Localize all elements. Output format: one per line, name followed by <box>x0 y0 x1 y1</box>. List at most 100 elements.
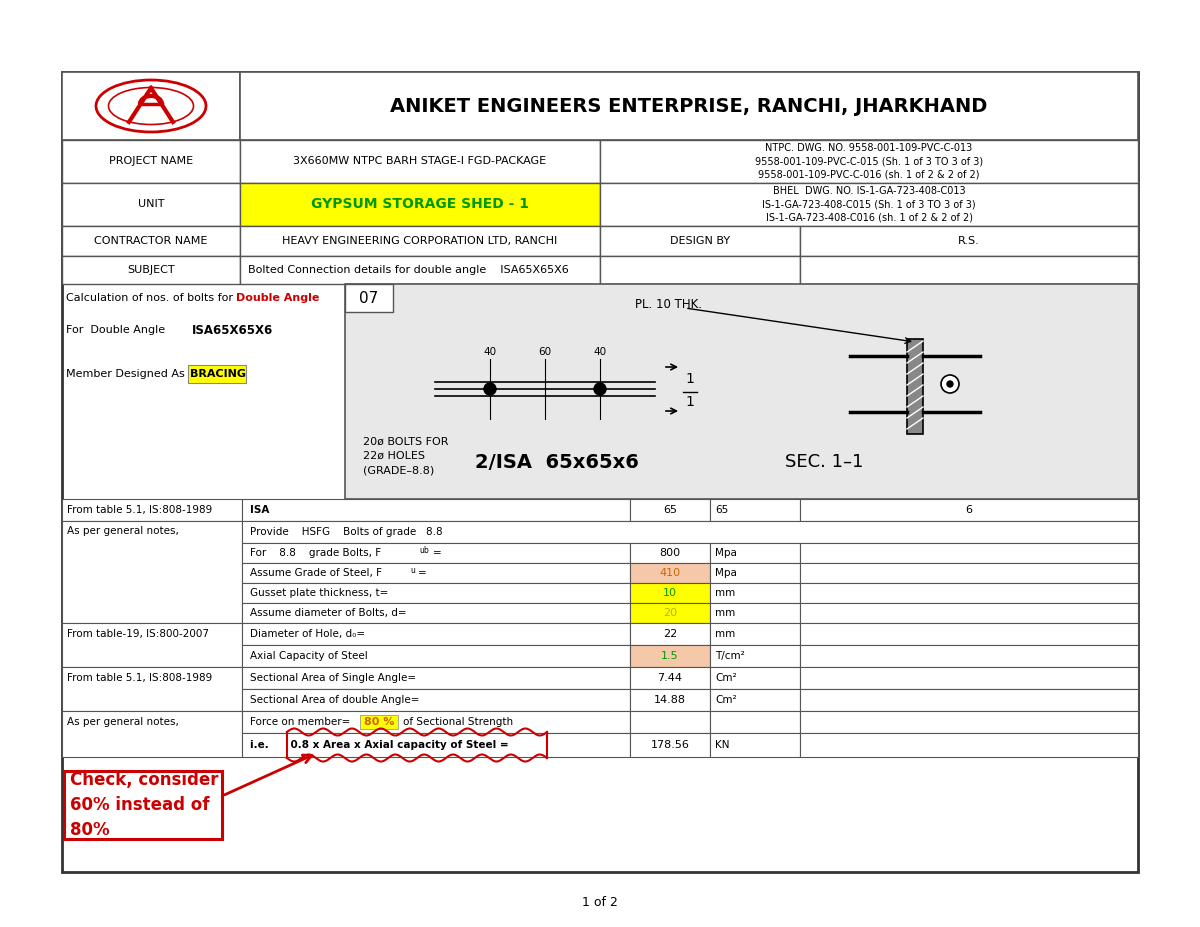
Text: As per general notes,: As per general notes, <box>67 526 179 536</box>
Bar <box>64 771 222 839</box>
Text: 9558-001-109-PVC-C-015 (Sh. 1 of 3 TO 3 of 3): 9558-001-109-PVC-C-015 (Sh. 1 of 3 TO 3 … <box>755 156 983 166</box>
Text: 20ø BOLTS FOR: 20ø BOLTS FOR <box>364 437 449 447</box>
Text: From table-19, IS:800-2007: From table-19, IS:800-2007 <box>67 629 209 639</box>
Text: 9558-001-109-PVC-C-016 (sh. 1 of 2 & 2 of 2): 9558-001-109-PVC-C-016 (sh. 1 of 2 & 2 o… <box>758 169 979 179</box>
Bar <box>62 226 240 256</box>
Bar <box>62 499 242 521</box>
Bar <box>800 645 1138 667</box>
Text: Assume diameter of Bolts, d=: Assume diameter of Bolts, d= <box>250 608 407 618</box>
Bar <box>62 183 240 226</box>
Bar <box>710 645 800 667</box>
Bar <box>62 711 242 757</box>
Text: Cm²: Cm² <box>715 695 737 705</box>
Bar <box>240 183 600 226</box>
Bar <box>240 140 600 183</box>
Text: For    8.8    grade Bolts, F: For 8.8 grade Bolts, F <box>250 548 382 558</box>
Text: u: u <box>410 566 415 575</box>
Text: 60: 60 <box>539 347 552 357</box>
Bar <box>242 499 630 521</box>
Bar <box>62 72 240 140</box>
Bar <box>242 689 630 711</box>
Text: 65: 65 <box>662 505 677 515</box>
Bar <box>710 583 800 603</box>
Text: Check, consider
60% instead of
80%: Check, consider 60% instead of 80% <box>70 771 218 839</box>
Bar <box>800 733 1138 757</box>
Bar <box>62 521 242 623</box>
Bar <box>800 583 1138 603</box>
Bar <box>62 140 240 183</box>
Text: KN: KN <box>715 740 730 750</box>
Text: 14.88: 14.88 <box>654 695 686 705</box>
Bar <box>600 140 1138 183</box>
Bar <box>710 623 800 645</box>
Bar <box>242 623 630 645</box>
Bar <box>800 499 1138 521</box>
Bar <box>630 603 710 623</box>
Bar <box>710 689 800 711</box>
Bar <box>630 623 710 645</box>
Text: Double Angle: Double Angle <box>236 293 319 303</box>
Text: ub: ub <box>419 546 428 555</box>
Bar <box>62 72 1138 872</box>
Text: From table 5.1, IS:808-1989: From table 5.1, IS:808-1989 <box>67 673 212 683</box>
Bar <box>600 183 1138 226</box>
Bar <box>242 711 630 733</box>
Text: 2/ISA  65x65x6: 2/ISA 65x65x6 <box>475 452 638 472</box>
Bar <box>800 563 1138 583</box>
Bar <box>242 583 630 603</box>
Text: Cm²: Cm² <box>715 673 737 683</box>
Bar <box>346 284 394 312</box>
Text: 7.44: 7.44 <box>658 673 683 683</box>
Bar <box>710 733 800 757</box>
Text: UNIT: UNIT <box>138 199 164 209</box>
Bar <box>242 543 630 563</box>
Bar <box>360 715 398 729</box>
Text: Sectional Area of Single Angle=: Sectional Area of Single Angle= <box>250 673 416 683</box>
Bar <box>346 284 1138 499</box>
Bar <box>800 623 1138 645</box>
Text: R.S.: R.S. <box>958 236 980 246</box>
Bar <box>630 583 710 603</box>
Bar <box>630 711 710 733</box>
Bar <box>800 689 1138 711</box>
Text: From table 5.1, IS:808-1989: From table 5.1, IS:808-1989 <box>67 505 212 515</box>
Text: 22: 22 <box>662 629 677 639</box>
Bar <box>800 603 1138 623</box>
Text: Sectional Area of double Angle=: Sectional Area of double Angle= <box>250 695 420 705</box>
Bar <box>710 711 800 733</box>
Bar <box>710 499 800 521</box>
Text: Provide    HSFG    Bolts of grade   8.8: Provide HSFG Bolts of grade 8.8 <box>250 527 443 537</box>
Text: 3X660MW NTPC BARH STAGE-I FGD-PACKAGE: 3X660MW NTPC BARH STAGE-I FGD-PACKAGE <box>294 156 546 166</box>
Bar <box>242 521 1138 543</box>
Text: IS-1-GA-723-408-C015 (Sh. 1 of 3 TO 3 of 3): IS-1-GA-723-408-C015 (Sh. 1 of 3 TO 3 of… <box>762 199 976 209</box>
Text: 178.56: 178.56 <box>650 740 690 750</box>
Text: 22ø HOLES: 22ø HOLES <box>364 451 425 461</box>
Text: HEAVY ENGINEERING CORPORATION LTD, RANCHI: HEAVY ENGINEERING CORPORATION LTD, RANCH… <box>282 236 558 246</box>
Bar <box>62 623 242 667</box>
Bar <box>242 603 630 623</box>
Text: Assume Grade of Steel, F: Assume Grade of Steel, F <box>250 568 382 578</box>
Bar <box>240 226 600 256</box>
Text: Diameter of Hole, d₀=: Diameter of Hole, d₀= <box>250 629 365 639</box>
Bar <box>630 499 710 521</box>
Bar <box>630 543 710 563</box>
Bar <box>800 226 1138 256</box>
Text: of Sectional Strength: of Sectional Strength <box>403 717 514 727</box>
Text: 20: 20 <box>662 608 677 618</box>
Bar <box>188 365 246 383</box>
Bar <box>242 563 630 583</box>
Text: GYPSUM STORAGE SHED - 1: GYPSUM STORAGE SHED - 1 <box>311 197 529 211</box>
Text: T/cm²: T/cm² <box>715 651 745 661</box>
Text: i.e.      0.8 x Area x Axial capacity of Steel =: i.e. 0.8 x Area x Axial capacity of Stee… <box>250 740 509 750</box>
Ellipse shape <box>96 80 206 132</box>
Bar <box>62 256 240 284</box>
Text: ISA: ISA <box>250 505 269 515</box>
Bar <box>242 667 630 689</box>
Text: 80 %: 80 % <box>364 717 394 727</box>
Text: (GRADE–8.8): (GRADE–8.8) <box>364 465 434 475</box>
Text: 65: 65 <box>715 505 728 515</box>
Text: 07: 07 <box>359 290 379 306</box>
Bar <box>240 256 600 284</box>
Bar <box>630 733 710 757</box>
Text: 40: 40 <box>594 347 606 357</box>
